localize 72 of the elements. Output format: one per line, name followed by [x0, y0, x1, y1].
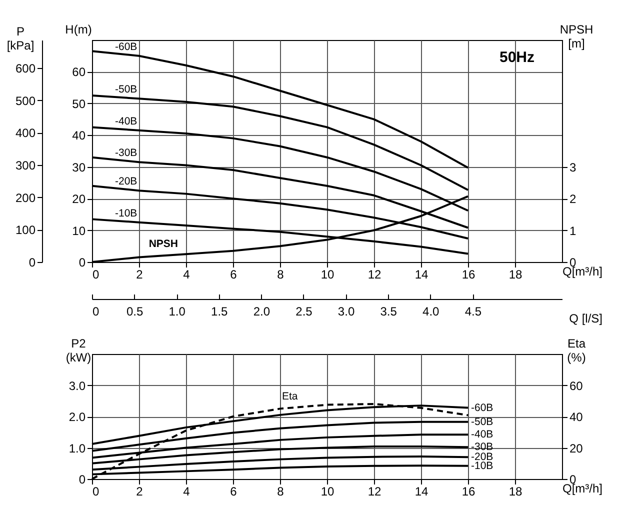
y3-tick-label: 2	[570, 192, 576, 206]
series-label: -40B	[471, 428, 494, 441]
x2-tick-label: 2.0	[253, 304, 270, 318]
y-tick-label: 50	[72, 96, 86, 111]
x2-tick-label: 2.5	[296, 304, 313, 318]
y2-tick-label: 20	[570, 441, 584, 456]
y2-tick-label: 0	[28, 256, 36, 270]
y-tick-label: 40	[72, 128, 86, 143]
series-label: -20B	[115, 176, 138, 188]
y2-tick-label: 300	[15, 158, 36, 173]
x-tick-label: 6	[230, 268, 238, 282]
y-axis-title: H(m)	[65, 22, 92, 36]
x-tick-label: 16	[462, 268, 476, 282]
x-tick-label: 0	[92, 268, 100, 282]
y2-axis-title: Eta (%)	[567, 336, 586, 364]
y2-tick-label: 100	[15, 223, 36, 238]
y-tick-label: 10	[72, 224, 86, 238]
series-label: -30B	[115, 147, 138, 160]
x-tick-label: 8	[277, 484, 284, 498]
x2-tick-label: 4.5	[464, 304, 482, 318]
series-label: -50B	[471, 416, 494, 428]
x-tick-label: 10	[320, 268, 334, 282]
y-tick-label: 0	[78, 472, 86, 486]
x-tick-label: 8	[277, 268, 284, 282]
y2-tick-label: 200	[15, 190, 36, 205]
x2-tick-label: 3.5	[380, 304, 398, 318]
x-tick-label: 18	[508, 484, 522, 498]
x2-tick-label: 1.0	[168, 304, 186, 318]
x-tick-label: 14	[414, 268, 428, 282]
x-tick-label: 4	[183, 268, 190, 282]
x2-tick-label: 3.0	[338, 304, 355, 318]
series-label: NPSH	[148, 238, 178, 250]
y2-tick-label: 60	[570, 378, 584, 393]
y-tick-label: 1.0	[68, 441, 86, 456]
y-tick-label: 3.0	[68, 378, 86, 393]
x-tick-label: 18	[508, 268, 522, 282]
x-tick-label: 6	[230, 484, 238, 498]
x-tick-label: 10	[320, 484, 334, 498]
x-tick-label: 14	[414, 484, 428, 498]
x-tick-label: 4	[183, 484, 190, 498]
y2-axis-title: P [kPa]	[6, 24, 34, 52]
y-tick-label: 0	[78, 256, 86, 270]
x-tick-label: 2	[136, 484, 144, 498]
x2-tick-label: 0.5	[126, 304, 144, 318]
x-tick-label: 0	[92, 484, 100, 498]
x2-tick-label: 4.0	[422, 304, 440, 318]
x-tick-label: 12	[368, 484, 382, 498]
series-label: -40B	[115, 115, 138, 128]
y2-tick-label: 600	[15, 62, 36, 76]
series-label: -50B	[115, 84, 138, 96]
y3-tick-label: 1	[570, 224, 576, 238]
x2-tick-label: 0	[92, 304, 100, 318]
y2-tick-label: 40	[570, 410, 584, 424]
y2-tick-label: 500	[15, 94, 36, 108]
series-label: -60B	[471, 402, 494, 414]
series-label: -10B	[115, 207, 138, 220]
series-label: Eta	[282, 390, 298, 403]
y3-axis-title: NPSH [m]	[560, 22, 594, 50]
y-tick-label: 60	[72, 65, 86, 80]
y-tick-label: 2.0	[68, 410, 86, 424]
x2-tick-label: 1.5	[211, 304, 228, 318]
y2-tick-label: 400	[15, 126, 36, 140]
x-tick-label: 2	[136, 268, 144, 282]
y-tick-label: 20	[72, 192, 86, 206]
y-axis-title: P2 (kW)	[66, 336, 92, 364]
y3-tick-label: 3	[570, 160, 576, 174]
x-tick-label: 12	[368, 268, 382, 282]
x-tick-label: 16	[462, 484, 476, 498]
series-label: -60B	[115, 40, 138, 53]
y-tick-label: 30	[72, 160, 86, 174]
x2-axis-title: Q [l/S]	[569, 312, 602, 326]
series-label: -10B	[471, 460, 494, 472]
